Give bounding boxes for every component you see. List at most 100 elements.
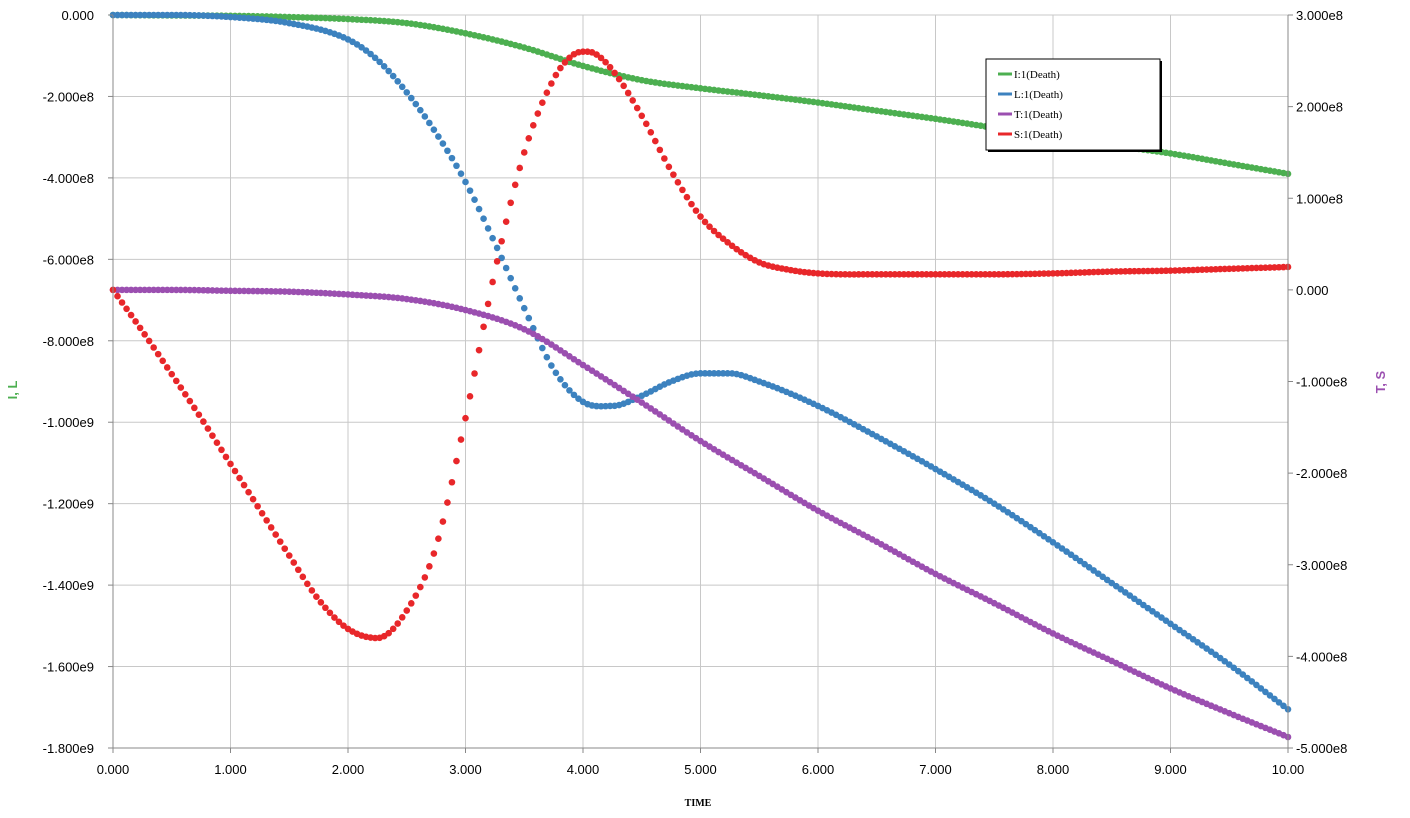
x-tick-label: 10.00 — [1272, 762, 1305, 777]
data-point — [615, 75, 623, 83]
data-point — [932, 271, 939, 278]
data-point — [896, 271, 903, 278]
data-point — [674, 179, 682, 186]
data-point — [552, 71, 560, 79]
data-point — [475, 205, 483, 213]
data-point — [977, 271, 984, 278]
data-point — [480, 215, 487, 222]
y-axis-label-right: T, S — [1373, 370, 1388, 393]
data-point — [498, 254, 505, 262]
data-point — [688, 200, 695, 208]
data-point — [150, 344, 157, 351]
data-point — [945, 271, 953, 278]
data-point — [249, 495, 257, 503]
data-point — [417, 583, 424, 591]
data-point — [367, 50, 374, 58]
data-point — [294, 566, 302, 574]
data-point — [620, 82, 627, 90]
data-point — [1225, 661, 1233, 668]
data-point — [719, 370, 727, 377]
data-point — [502, 218, 510, 225]
data-point — [118, 11, 126, 19]
data-point — [923, 271, 930, 278]
data-point — [670, 171, 677, 178]
legend-label: L:1(Death) — [1014, 89, 1063, 101]
data-point — [981, 271, 989, 278]
x-tick-label: 7.000 — [919, 762, 952, 777]
y-left-tick-label: -4.000e8 — [43, 171, 94, 186]
x-tick-label: 5.000 — [684, 762, 717, 777]
data-point — [516, 295, 524, 302]
legend-items: I:1(Death) L:1(Death) T:1(Death) S:1(Death) — [998, 69, 1063, 141]
data-point — [209, 432, 216, 439]
data-point — [448, 154, 456, 162]
data-point — [430, 126, 438, 133]
x-tick-label: 6.000 — [802, 762, 835, 777]
data-point — [218, 446, 225, 454]
x-tick-label: 3.000 — [449, 762, 482, 777]
y-left-tick-label: -6.000e8 — [43, 252, 94, 267]
data-point — [665, 163, 673, 171]
data-point — [692, 207, 700, 214]
data-point — [1266, 692, 1274, 699]
data-point — [462, 414, 469, 422]
series-t — [109, 286, 1292, 741]
y-right-tick-label: -4.000e8 — [1296, 649, 1347, 664]
data-point — [299, 573, 307, 581]
data-point — [145, 11, 153, 19]
data-point — [448, 478, 456, 486]
data-point — [507, 274, 514, 282]
data-point — [371, 54, 379, 62]
data-point — [141, 331, 148, 338]
data-point — [1271, 695, 1278, 703]
data-point — [864, 271, 872, 278]
data-point — [936, 271, 944, 278]
data-point — [462, 178, 469, 186]
data-point — [132, 318, 139, 325]
data-point — [846, 271, 853, 278]
data-point — [136, 286, 144, 294]
y-right-tick-label: -5.000e8 — [1296, 741, 1347, 756]
data-point — [168, 370, 176, 378]
data-point — [412, 592, 420, 599]
data-point — [426, 563, 433, 570]
series-l — [109, 11, 1292, 713]
data-point — [326, 609, 334, 617]
data-point — [136, 324, 144, 332]
data-point — [855, 271, 862, 278]
data-point — [389, 625, 397, 633]
data-point — [561, 59, 569, 66]
data-point — [914, 271, 921, 278]
y-left-tick-label: -1.800e9 — [43, 741, 94, 756]
data-point — [656, 146, 664, 154]
data-point — [624, 89, 632, 97]
data-point — [444, 147, 451, 155]
y-right-label-t: T, S — [1373, 370, 1388, 393]
y-left-label-i: I, L — [5, 381, 20, 400]
data-point — [123, 286, 130, 294]
data-point — [417, 106, 424, 114]
data-point — [123, 305, 130, 313]
data-point — [331, 614, 338, 621]
data-point — [186, 397, 194, 405]
data-point — [457, 436, 465, 443]
data-point — [308, 587, 316, 594]
data-point — [145, 286, 153, 294]
data-point — [642, 120, 650, 128]
data-point — [995, 270, 1003, 278]
data-point — [891, 271, 899, 278]
data-point — [963, 271, 971, 278]
data-point — [466, 187, 474, 194]
data-point — [972, 271, 980, 278]
data-point — [850, 271, 858, 278]
y-left-tick-label: -8.000e8 — [43, 334, 94, 349]
data-point — [710, 227, 718, 235]
data-point — [683, 193, 691, 201]
data-point — [444, 499, 451, 506]
data-point — [127, 11, 135, 19]
data-point — [561, 381, 569, 389]
data-point — [900, 271, 908, 278]
data-point — [267, 524, 275, 531]
